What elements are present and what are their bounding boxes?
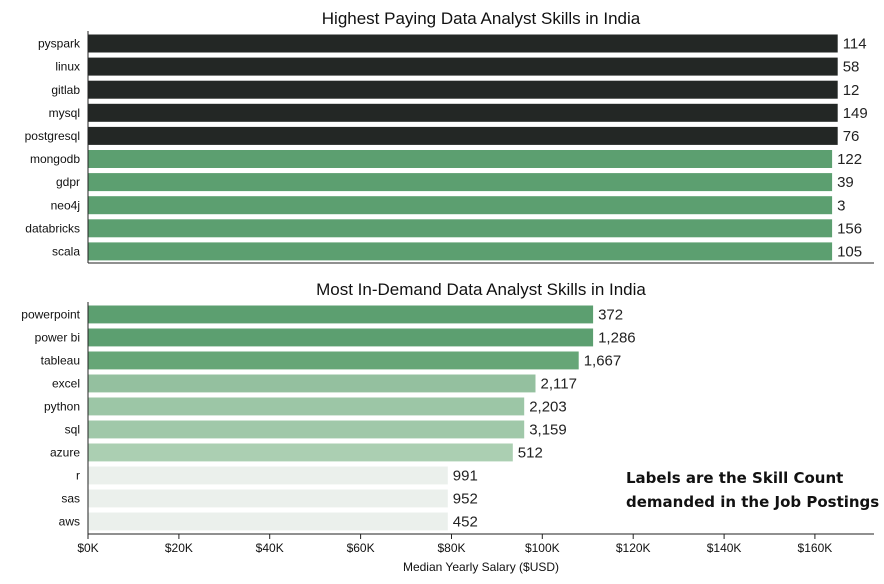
x-tick-label: $0K bbox=[77, 541, 98, 555]
value-label: 3 bbox=[837, 197, 845, 214]
category-label: neo4j bbox=[51, 198, 80, 212]
category-label: r bbox=[76, 469, 80, 483]
bar-tableau bbox=[88, 351, 579, 370]
value-label: 122 bbox=[837, 151, 862, 168]
category-label: aws bbox=[59, 515, 80, 529]
bar-aws bbox=[88, 512, 448, 531]
bar-powerpoint bbox=[88, 305, 594, 324]
category-label: scala bbox=[52, 245, 80, 259]
bar-r bbox=[88, 466, 448, 485]
value-label: 76 bbox=[843, 128, 860, 145]
value-label: 149 bbox=[843, 105, 868, 122]
bottom-chart: Most In-Demand Data Analyst Skills in In… bbox=[21, 280, 874, 574]
category-label: mongodb bbox=[30, 152, 80, 166]
value-label: 3,159 bbox=[529, 422, 567, 439]
x-tick-label: $80K bbox=[437, 541, 465, 555]
value-label: 114 bbox=[843, 36, 867, 53]
category-label: pyspark bbox=[38, 37, 81, 51]
value-label: 1,286 bbox=[598, 330, 636, 347]
category-label: sql bbox=[65, 423, 80, 437]
value-label: 1,667 bbox=[584, 353, 622, 370]
x-tick-label: $120K bbox=[616, 541, 651, 555]
category-label: mysql bbox=[49, 106, 80, 120]
category-label: excel bbox=[52, 377, 80, 391]
category-label: powerpoint bbox=[21, 308, 80, 322]
category-label: tableau bbox=[41, 354, 80, 368]
bottom-chart-x-ticks: $0K $20K $40K $60K $80K $100K $120K $140K $160K bbox=[77, 534, 832, 555]
bar-linux bbox=[88, 57, 838, 76]
category-label: gitlab bbox=[51, 83, 80, 97]
bar-gdpr bbox=[88, 173, 833, 192]
note-line-1: Labels are the Skill Count bbox=[626, 469, 843, 487]
bar-mysql bbox=[88, 103, 838, 122]
top-chart-title: Highest Paying Data Analyst Skills in In… bbox=[322, 9, 641, 28]
value-label: 2,203 bbox=[529, 399, 567, 416]
bar-python bbox=[88, 397, 525, 416]
value-label: 156 bbox=[837, 220, 862, 237]
bar-databricks bbox=[88, 219, 833, 238]
value-label: 452 bbox=[453, 514, 478, 531]
category-label: postgresql bbox=[25, 129, 80, 143]
category-label: power bi bbox=[35, 331, 80, 345]
bar-sas bbox=[88, 489, 448, 508]
bar-sql bbox=[88, 420, 525, 439]
x-tick-label: $140K bbox=[707, 541, 742, 555]
x-tick-label: $160K bbox=[798, 541, 833, 555]
category-label: databricks bbox=[25, 221, 80, 235]
bar-excel bbox=[88, 374, 536, 393]
category-label: azure bbox=[50, 446, 80, 460]
bar-scala bbox=[88, 242, 833, 261]
bar-pyspark bbox=[88, 34, 838, 53]
bar-gitlab bbox=[88, 80, 838, 99]
category-label: gdpr bbox=[56, 175, 80, 189]
value-label: 991 bbox=[453, 468, 478, 485]
bottom-chart-title: Most In-Demand Data Analyst Skills in In… bbox=[316, 280, 646, 299]
value-label: 512 bbox=[518, 445, 543, 462]
bottom-chart-x-axis-label: Median Yearly Salary ($USD) bbox=[403, 560, 559, 574]
x-tick-label: $60K bbox=[347, 541, 375, 555]
value-label: 39 bbox=[837, 174, 854, 191]
x-tick-label: $20K bbox=[165, 541, 193, 555]
bar-power-bi bbox=[88, 328, 594, 347]
bar-neo4j bbox=[88, 196, 833, 215]
bar-postgresql bbox=[88, 126, 838, 145]
bottom-chart-bars: powerpoint 372 power bi 1,286 tableau 1,667 ex… bbox=[21, 305, 636, 531]
category-label: python bbox=[44, 400, 80, 414]
note-line-2: demanded in the Job Postings bbox=[626, 493, 879, 511]
x-tick-label: $100K bbox=[525, 541, 560, 555]
bar-azure bbox=[88, 443, 513, 462]
x-tick-label: $40K bbox=[256, 541, 284, 555]
value-label: 58 bbox=[843, 59, 860, 76]
value-label: 2,117 bbox=[541, 376, 577, 393]
category-label: sas bbox=[61, 492, 80, 506]
bar-mongodb bbox=[88, 150, 833, 168]
value-label: 105 bbox=[837, 244, 862, 261]
top-chart: Highest Paying Data Analyst Skills in In… bbox=[25, 9, 874, 264]
skill-count-note: Labels are the Skill Count demanded in t… bbox=[626, 469, 879, 511]
value-label: 952 bbox=[453, 491, 478, 508]
category-label: linux bbox=[55, 60, 80, 74]
top-chart-bars: pyspark 114 linux 58 gitlab 12 mysql 149 postgre… bbox=[25, 34, 868, 261]
value-label: 372 bbox=[598, 307, 623, 324]
value-label: 12 bbox=[843, 82, 860, 99]
